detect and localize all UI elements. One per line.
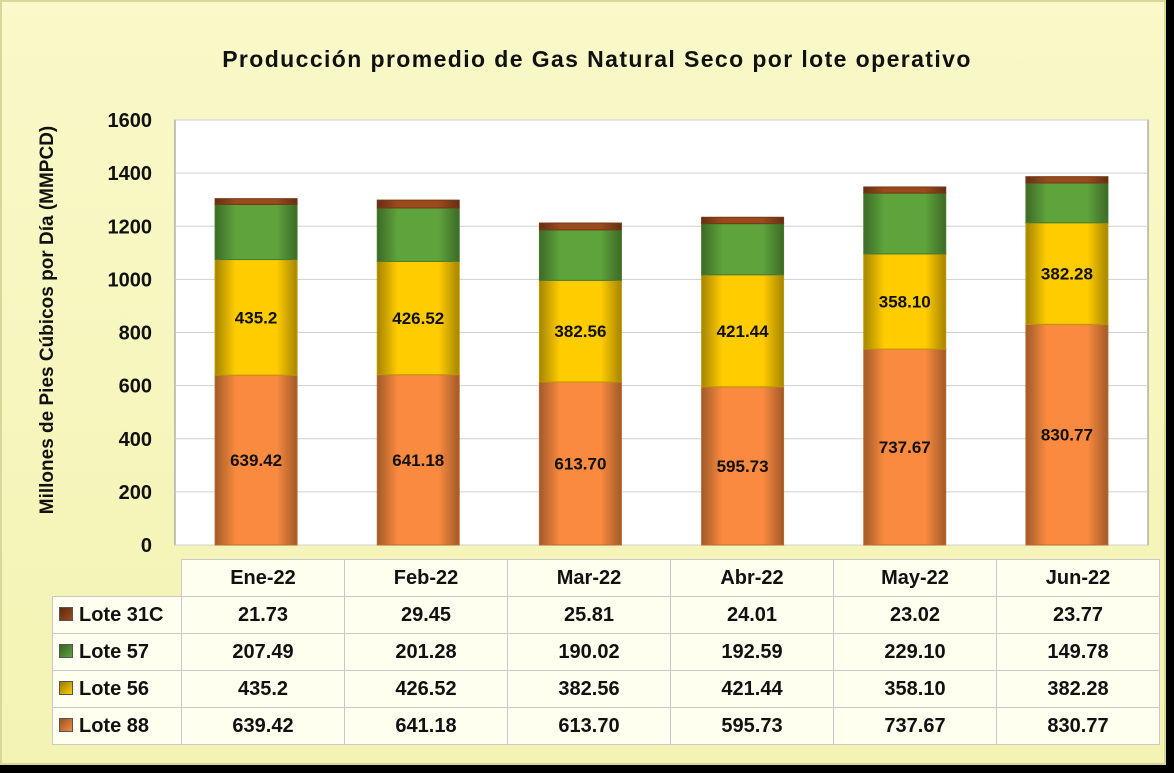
legend-entry: Lote 57: [52, 633, 182, 671]
bar-lote-57: [1025, 182, 1109, 224]
table-cell: 613.70: [507, 707, 671, 745]
legend-entry: Lote 56: [52, 670, 182, 708]
chart-title: Producción promedio de Gas Natural Seco …: [222, 46, 972, 72]
bar-lote-88: [1025, 323, 1109, 546]
legend-swatch: [59, 680, 73, 695]
data-label: 382.28: [1041, 265, 1093, 284]
table-cell: 207.49: [181, 633, 345, 671]
y-tick-label: 1200: [108, 216, 153, 238]
table-row: Lote 88 639.42 641.18 613.70 595.73 737.67 830…: [52, 707, 1160, 745]
legend-entry: Lote 31C: [52, 596, 182, 634]
legend-swatch: [59, 643, 73, 658]
bar-lote-56: [1025, 222, 1109, 325]
bar-lote-88: [701, 386, 785, 546]
y-tick-label: 1400: [108, 163, 153, 185]
x-tick-label: May-22: [833, 559, 997, 597]
bar-lote-31c: [538, 222, 622, 231]
bar-lote-31c: [214, 198, 298, 205]
x-tick-label: Mar-22: [507, 559, 671, 597]
table-row: Lote 56 435.2 426.52 382.56 421.44 358.10 382.…: [52, 670, 1160, 708]
y-tick-label: 800: [119, 323, 152, 345]
data-label: 435.2: [235, 308, 278, 327]
table-cell: 382.56: [507, 670, 671, 708]
data-label: 426.52: [392, 309, 444, 328]
data-label: 639.42: [230, 451, 282, 470]
bar-lote-57: [863, 192, 947, 255]
legend-label: Lote 56: [79, 677, 150, 700]
data-label: 382.56: [554, 322, 606, 341]
table-cell: 639.42: [181, 707, 345, 745]
table-cell: 830.77: [996, 707, 1160, 745]
data-label: 595.73: [717, 457, 769, 476]
table-cell: 229.10: [833, 633, 997, 671]
table-cell: 190.02: [507, 633, 671, 671]
data-table: Ene-22 Feb-22 Mar-22 Abr-22 May-22 Jun-22 Lote…: [52, 559, 1160, 745]
table-cell: 25.81: [507, 596, 671, 634]
table-cell: 421.44: [670, 670, 834, 708]
table-cell: 29.45: [344, 596, 508, 634]
table-cell: 595.73: [670, 707, 834, 745]
legend-entry: Lote 88: [52, 707, 182, 745]
data-label: 613.70: [554, 454, 606, 473]
bar-lote-31c: [376, 199, 460, 209]
table-cell: 435.2: [181, 670, 345, 708]
x-tick-label: Feb-22: [344, 559, 508, 597]
y-tick-label: 1000: [108, 269, 153, 291]
chart-svg: 0 200 400 600 800 1000 1200 1400 1600 639.42 435.2…: [108, 110, 1149, 557]
bar-lote-57: [538, 229, 622, 281]
table-cell: 23.77: [996, 596, 1160, 634]
table-cell: 382.28: [996, 670, 1160, 708]
data-label: 830.77: [1041, 426, 1093, 445]
table-cell: 201.28: [344, 633, 508, 671]
table-header-row: Ene-22 Feb-22 Mar-22 Abr-22 May-22 Jun-22: [53, 559, 1160, 597]
table-cell: 737.67: [833, 707, 997, 745]
legend-label: Lote 88: [79, 714, 150, 737]
table-row: Lote 57 207.49 201.28 190.02 192.59 229.10 149…: [52, 633, 1160, 671]
y-tick-label: 600: [119, 376, 152, 398]
data-label: 358.10: [879, 292, 931, 311]
bar-lote-88: [863, 348, 947, 546]
bar-lote-56: [863, 253, 947, 350]
table-cell: 192.59: [670, 633, 834, 671]
bar-lote-56: [376, 260, 460, 376]
x-tick-label: Ene-22: [181, 559, 345, 597]
bar-lote-56: [538, 279, 622, 383]
legend-label: Lote 57: [79, 640, 150, 663]
y-tick-label: 200: [119, 482, 152, 504]
table-cell: 24.01: [670, 596, 834, 634]
data-label: 421.44: [717, 322, 770, 341]
bar-lote-88: [214, 374, 298, 546]
table-cell: 149.78: [996, 633, 1160, 671]
legend-label: Lote 31C: [79, 603, 164, 626]
y-tick-label: 1600: [108, 110, 153, 132]
bar-lote-88: [538, 381, 622, 546]
data-label: 737.67: [879, 438, 931, 457]
table-cell: 23.02: [833, 596, 997, 634]
table-row: Lote 31C 21.73 29.45 25.81 24.01 23.02 23.77: [52, 596, 1160, 634]
legend-swatch: [59, 717, 73, 732]
data-label: 641.18: [392, 451, 444, 470]
bar-lote-57: [376, 207, 460, 262]
table-cell: 426.52: [344, 670, 508, 708]
x-tick-label: Abr-22: [670, 559, 834, 597]
table-cell: 641.18: [344, 707, 508, 745]
table-cell: 21.73: [181, 596, 345, 634]
bar-lote-57: [214, 203, 298, 261]
bar-lote-31c: [863, 186, 947, 194]
table-corner: [53, 560, 182, 597]
y-tick-label: 400: [119, 429, 152, 451]
legend-swatch: [59, 606, 73, 621]
y-tick-label: 0: [141, 535, 152, 557]
x-tick-label: Jun-22: [996, 559, 1160, 597]
table-cell: 358.10: [833, 670, 997, 708]
bar-lote-57: [701, 223, 785, 276]
bar-lote-31c: [701, 216, 785, 225]
bar-lote-31c: [1025, 176, 1109, 184]
